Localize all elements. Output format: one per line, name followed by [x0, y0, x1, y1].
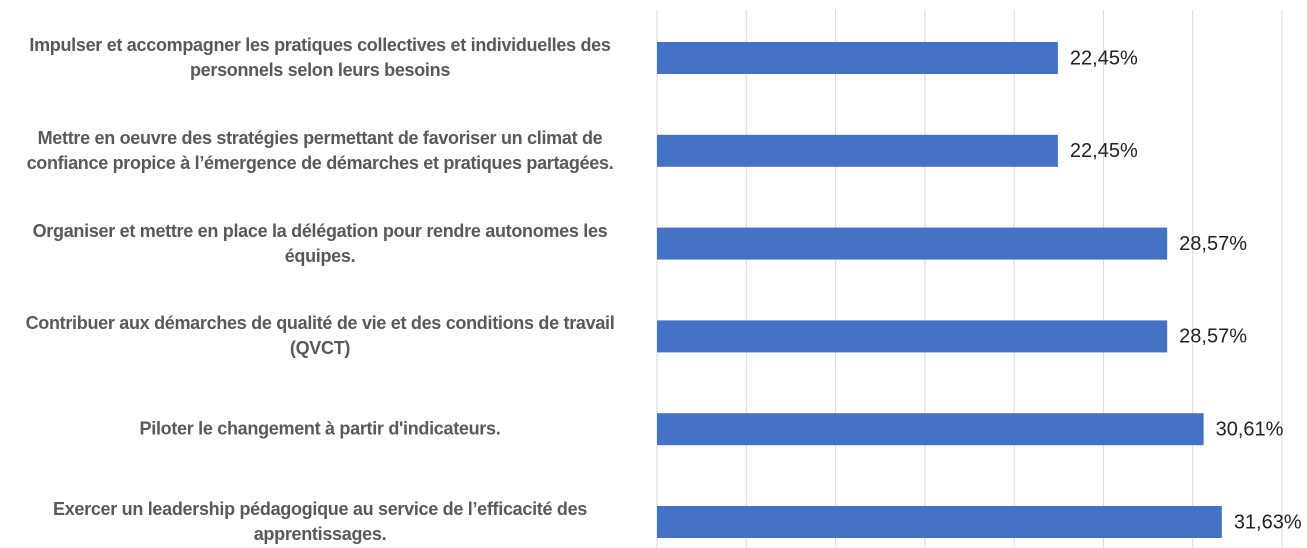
bar [657, 506, 1222, 538]
bar [657, 227, 1168, 260]
bar [657, 42, 1058, 74]
y-tick-label: Piloter le changement à partir d'indicat… [139, 418, 501, 439]
y-tick-label: Contribuer aux démarches de qualité de v… [25, 313, 615, 359]
bar [657, 134, 1058, 167]
y-tick-label: Impulser et accompagner les pratiques co… [29, 35, 611, 80]
value-label: 28,57% [1179, 233, 1247, 255]
y-tick-label: Organiser et mettre en place la délégati… [32, 220, 608, 266]
value-label: 22,45% [1070, 140, 1138, 162]
value-label: 30,61% [1216, 418, 1284, 440]
y-tick-label: Exercer un leadership pédagogique au ser… [52, 499, 588, 544]
bar [657, 413, 1204, 446]
value-label: 28,57% [1179, 326, 1247, 348]
value-label: 31,63% [1234, 511, 1302, 533]
value-label: 22,45% [1070, 47, 1138, 69]
y-tick-label: Mettre en oeuvre des stratégies permetta… [26, 127, 614, 173]
bar [657, 320, 1168, 353]
